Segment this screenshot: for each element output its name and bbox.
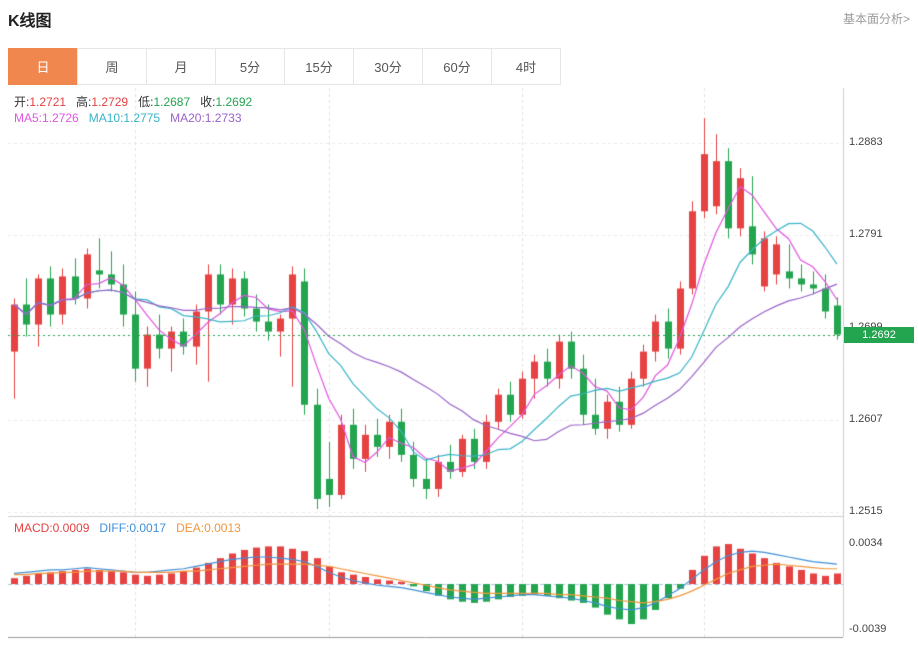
open-value: 1.2721	[29, 95, 67, 109]
macd-label: MACD:	[14, 521, 53, 535]
tab-5min[interactable]: 5分	[215, 48, 285, 85]
high-value: 1.2729	[91, 95, 129, 109]
dea-label: DEA:	[176, 521, 205, 535]
ma20-value: 1.2733	[204, 111, 242, 125]
ma-info: MA5:1.2726 MA10:1.2775 MA20:1.2733	[14, 111, 252, 125]
ma20-label: MA20:	[170, 111, 205, 125]
tab-day[interactable]: 日	[8, 48, 78, 85]
diff-value: 0.0017	[129, 521, 167, 535]
tab-15min[interactable]: 15分	[284, 48, 354, 85]
close-value: 1.2692	[215, 95, 253, 109]
last-price-tag: 1.2692	[844, 327, 914, 343]
tab-30min[interactable]: 30分	[353, 48, 423, 85]
tab-month[interactable]: 月	[146, 48, 216, 85]
close-label: 收:	[200, 95, 216, 109]
low-label: 低:	[138, 95, 154, 109]
interval-tabs: 日周月 5分 15分 30分 60分 4时	[8, 48, 561, 85]
low-value: 1.2687	[153, 95, 191, 109]
tab-60min[interactable]: 60分	[422, 48, 492, 85]
dea-value: 0.0013	[204, 521, 241, 535]
ma5-label: MA5:	[14, 111, 43, 125]
ma10-value: 1.2775	[123, 111, 161, 125]
macd-info: MACD:0.0009 DIFF:0.0017 DEA:0.0013	[14, 521, 251, 535]
tab-4hour[interactable]: 4时	[491, 48, 561, 85]
diff-label: DIFF:	[99, 521, 130, 535]
tab-week[interactable]: 周	[77, 48, 147, 85]
ma10-label: MA10:	[88, 111, 124, 125]
open-label: 开:	[14, 95, 30, 109]
macd-value: 0.0009	[52, 521, 90, 535]
ohlc-info: 开:1.2721 高:1.2729 低:1.2687 收:1.2692	[14, 93, 262, 110]
high-label: 高:	[76, 95, 92, 109]
ma5-value: 1.2726	[42, 111, 79, 125]
